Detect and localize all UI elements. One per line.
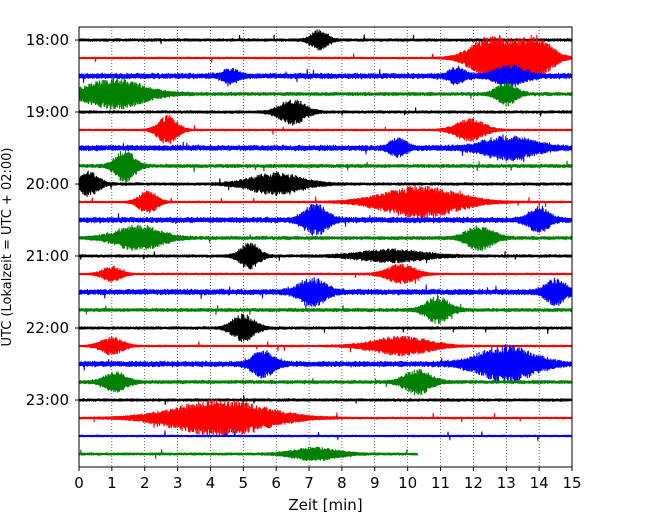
y-tick-label: 21:00 (26, 247, 69, 265)
grid-lines (111, 27, 540, 467)
x-tick-label: 7 (304, 474, 314, 492)
y-tick-label: 18:00 (26, 31, 69, 49)
x-tick-label: 3 (173, 474, 183, 492)
x-tick-label: 0 (74, 474, 84, 492)
seismic-traces (78, 29, 573, 462)
x-tick-label: 6 (271, 474, 281, 492)
y-tick-label: 23:00 (26, 391, 69, 409)
y-axis-label: UTC (Lokalzeit = UTC + 02:00) (0, 148, 15, 347)
x-tick-label: 9 (370, 474, 380, 492)
trace-2130 (78, 276, 573, 307)
x-tick-label: 5 (239, 474, 249, 492)
y-tick-label: 22:00 (26, 319, 69, 337)
x-tick-label: 14 (530, 474, 549, 492)
x-tick-label: 2 (140, 474, 150, 492)
x-tick-label: 12 (464, 474, 483, 492)
x-axis-label: Zeit [min] (288, 496, 362, 514)
x-tick-label: 13 (497, 474, 516, 492)
x-tick-label: 8 (337, 474, 347, 492)
y-tick-label: 20:00 (26, 175, 69, 193)
x-tick-label: 1 (107, 474, 117, 492)
y-tick-label: 19:00 (26, 103, 69, 121)
x-tick-label: 11 (431, 474, 450, 492)
x-tick-label: 4 (206, 474, 216, 492)
x-tick-label: 15 (562, 474, 581, 492)
axes: 0 1 2 3 4 5 6 7 8 9 10 11 12 13 14 1518:0019:0020:0021:… (26, 31, 582, 492)
plot-frame (78, 26, 573, 468)
x-tick-label: 10 (398, 474, 417, 492)
